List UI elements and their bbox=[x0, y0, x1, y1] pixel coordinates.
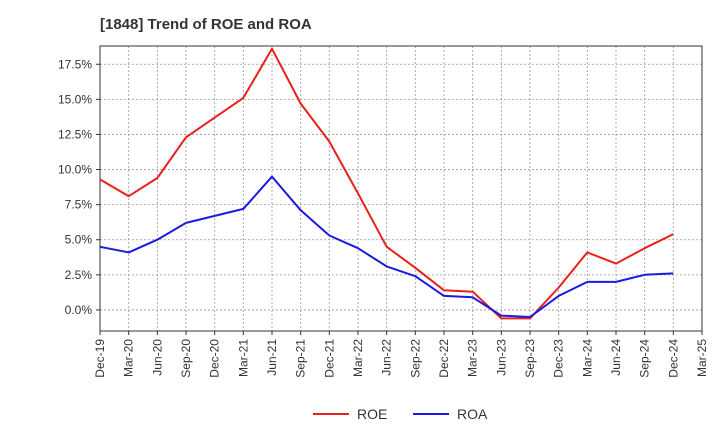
x-tick-label: Sep-24 bbox=[638, 339, 652, 378]
chart-title: [1848] Trend of ROE and ROA bbox=[100, 16, 312, 33]
x-axis-ticks: Dec-19 Mar-20 Jun-20 Sep-20 Dec-20 Mar-21 Jun-… bbox=[93, 331, 709, 378]
x-tick-label: Dec-20 bbox=[208, 339, 222, 378]
x-tick-label: Mar-25 bbox=[695, 339, 709, 377]
legend: ROE ROA bbox=[313, 406, 488, 422]
y-tick-label: 2.5% bbox=[65, 268, 93, 282]
x-tick-label: Dec-21 bbox=[322, 339, 336, 378]
x-tick-label: Dec-24 bbox=[666, 339, 680, 378]
x-tick-label: Dec-23 bbox=[552, 339, 566, 378]
y-tick-label: 5.0% bbox=[65, 233, 93, 247]
y-tick-label: 17.5% bbox=[58, 57, 92, 71]
legend-label-roa: ROA bbox=[457, 406, 488, 422]
x-tick-label: Mar-22 bbox=[351, 339, 365, 377]
x-tick-label: Sep-23 bbox=[523, 339, 537, 378]
x-tick-label: Jun-23 bbox=[494, 339, 508, 376]
x-tick-label: Mar-20 bbox=[122, 339, 136, 377]
y-tick-label: 15.0% bbox=[58, 92, 92, 106]
x-tick-label: Jun-22 bbox=[380, 339, 394, 376]
x-tick-label: Sep-22 bbox=[408, 339, 422, 378]
x-tick-label: Jun-20 bbox=[150, 339, 164, 376]
x-tick-label: Jun-21 bbox=[265, 339, 279, 376]
x-tick-label: Dec-22 bbox=[437, 339, 451, 378]
x-tick-label: Mar-21 bbox=[236, 339, 250, 377]
x-tick-label: Jun-24 bbox=[609, 339, 623, 376]
y-axis-ticks: 0.0% 2.5% 5.0% 7.5% 10.0% 12.5% 15.0% 17.5% bbox=[58, 57, 100, 317]
x-tick-label: Dec-19 bbox=[93, 339, 107, 378]
y-tick-label: 7.5% bbox=[65, 198, 93, 212]
y-tick-label: 0.0% bbox=[65, 303, 93, 317]
y-tick-label: 12.5% bbox=[58, 127, 92, 141]
series-lines bbox=[99, 47, 674, 320]
grid-lines bbox=[99, 46, 703, 331]
plot-area-frame bbox=[99, 45, 703, 332]
legend-label-roe: ROE bbox=[357, 406, 387, 422]
y-tick-label: 10.0% bbox=[58, 163, 92, 177]
x-tick-label: Sep-20 bbox=[179, 339, 193, 378]
x-tick-label: Mar-23 bbox=[466, 339, 480, 377]
x-tick-label: Sep-21 bbox=[294, 339, 308, 378]
x-tick-label: Mar-24 bbox=[580, 339, 594, 377]
